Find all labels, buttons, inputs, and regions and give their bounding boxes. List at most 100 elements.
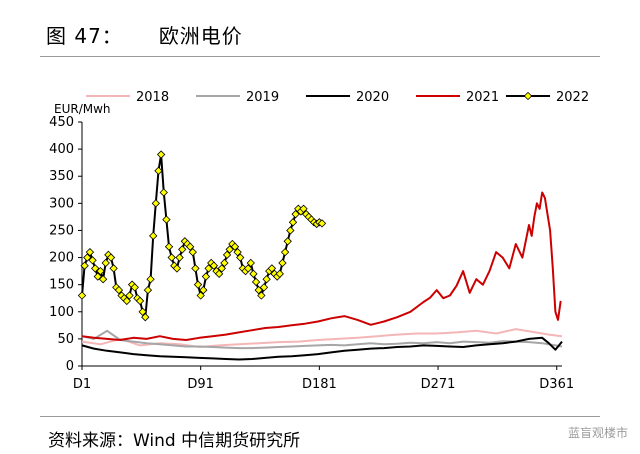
series-point-2022: [220, 258, 229, 268]
series-line-2019: [81, 329, 563, 350]
y-tick-label: 100: [49, 305, 74, 320]
series-point-2022: [164, 242, 174, 251]
series-point-2022: [154, 166, 163, 175]
y-tick-label: 200: [49, 251, 74, 266]
y-tick-label: 350: [49, 169, 74, 184]
series-point-2022: [146, 275, 155, 284]
chart-title: 欧洲电价: [158, 24, 243, 48]
series-point-2022: [178, 245, 187, 254]
y-tick-label: 150: [49, 278, 74, 293]
series-point-2022: [101, 258, 110, 268]
series-point-2022: [141, 313, 150, 322]
series-point-2022: [159, 188, 168, 197]
series-point-2022: [138, 307, 147, 316]
series-point-2022: [299, 204, 308, 213]
series-point-2022: [254, 285, 263, 295]
legend-label-2019: 2019: [246, 90, 279, 105]
watermark: 蓝盲观楼市: [567, 426, 628, 440]
series-point-2022: [98, 275, 108, 284]
series-group: [77, 150, 563, 361]
y-tick-label: 400: [49, 142, 74, 157]
y-tick-label: 0: [66, 359, 74, 374]
series-point-2022: [77, 291, 87, 300]
figure-number: 图 47：: [46, 24, 123, 48]
top-divider: [40, 56, 600, 57]
series-point-2022: [196, 291, 205, 300]
series-point-2022: [88, 256, 97, 265]
x-tick-label: D1: [73, 377, 91, 392]
y-tick-label: 250: [49, 223, 74, 238]
series-point-2022: [283, 237, 292, 246]
y-axis-unit: EUR/Mwh: [54, 102, 111, 116]
x-tick-label: D361: [539, 377, 574, 392]
legend-label-2018: 2018: [136, 90, 169, 105]
series-line-2018: [81, 328, 563, 348]
series-point-2022: [156, 150, 166, 159]
series-point-2022: [214, 269, 224, 278]
series-point-2022: [278, 258, 287, 268]
series-point-2022: [193, 280, 203, 289]
series-point-2022: [236, 253, 245, 262]
series-point-2022: [217, 264, 226, 273]
series-point-2022: [317, 219, 327, 228]
legend: 2018 2019 2020 2021 2022: [86, 90, 589, 105]
series-point-2022: [162, 215, 171, 224]
series-point-2022: [251, 277, 261, 287]
series-point-2022: [230, 242, 240, 251]
series-point-2022: [222, 250, 232, 260]
legend-label-2020: 2020: [356, 90, 389, 105]
series-point-2022: [125, 291, 134, 300]
y-tick-label: 450: [49, 115, 74, 130]
series-point-2022: [233, 247, 242, 257]
bottom-divider: [40, 416, 600, 417]
x-tick-label: D271: [421, 377, 456, 392]
series-line-2020: [81, 336, 563, 361]
series-point-2022: [286, 226, 295, 235]
y-tick-label: 300: [49, 196, 74, 211]
series-point-2022: [267, 264, 277, 273]
source-note: 资料来源：Wind 中信期货研究所: [48, 431, 301, 451]
series-point-2022: [204, 264, 213, 273]
series-point-2022: [91, 264, 100, 273]
series-point-2022: [122, 296, 132, 306]
series-point-2022: [199, 285, 208, 295]
series-point-2022: [143, 285, 153, 295]
series-point-2022: [93, 272, 102, 281]
series-point-2022: [83, 253, 92, 262]
series-point-2022: [185, 242, 195, 251]
series-point-2022: [172, 264, 182, 273]
series-point-2022: [243, 264, 253, 273]
series-point-2022: [275, 269, 284, 278]
series-point-2022: [96, 266, 105, 276]
series-line-2021: [81, 191, 562, 341]
series-point-2022: [209, 261, 219, 270]
series-point-2022: [114, 285, 124, 295]
series-point-2022: [149, 231, 158, 241]
legend-label-2021: 2021: [466, 90, 499, 105]
series-point-2022: [259, 283, 269, 292]
legend-label-2022: 2022: [556, 90, 589, 105]
series-point-2022: [151, 199, 161, 208]
series-point-2022: [135, 296, 145, 306]
series-point-2022: [191, 264, 200, 273]
x-tick-label: D181: [302, 377, 337, 392]
series-point-2022: [262, 275, 271, 284]
series-point-2022: [85, 247, 95, 257]
legend-marker-2022: [523, 91, 533, 101]
series-point-2022: [291, 210, 300, 219]
series-point-2022: [175, 253, 184, 262]
series-point-2022: [167, 253, 176, 262]
series-point-2022: [106, 253, 116, 262]
series-point-2022: [225, 245, 234, 254]
series-point-2022: [249, 269, 258, 278]
figure-title: 图 47： 欧洲电价: [46, 20, 243, 49]
series-point-2022: [201, 272, 211, 281]
series-point-2022: [130, 283, 139, 292]
y-tick-label: 50: [57, 332, 74, 347]
series-point-2022: [257, 291, 266, 300]
series-point-2022: [246, 258, 255, 268]
series-point-2022: [280, 247, 290, 257]
x-tick-label: D91: [187, 377, 214, 392]
